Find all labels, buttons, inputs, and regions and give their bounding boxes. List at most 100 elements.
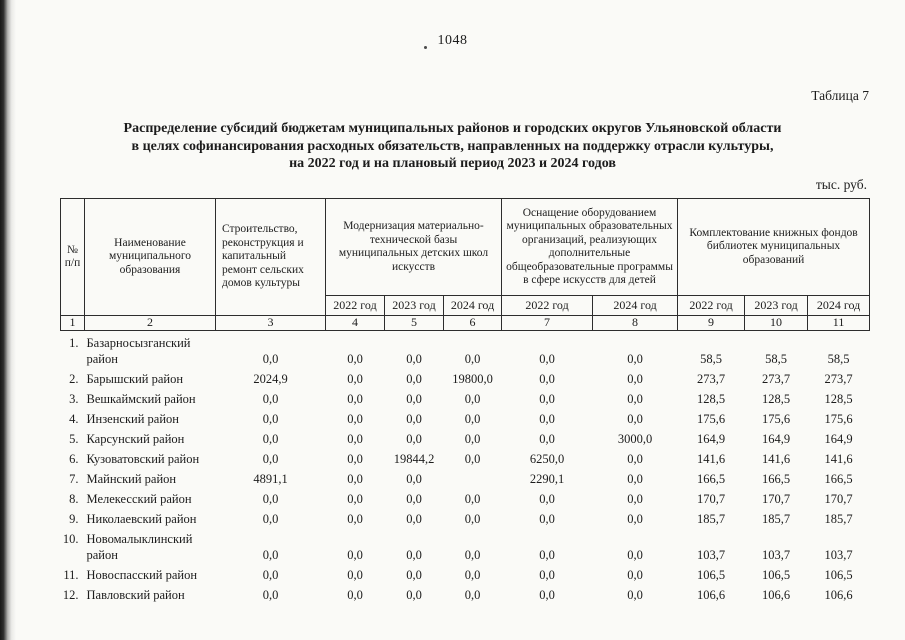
header-row-column-numbers: 1 2 3 4 5 6 7 8 9 10 11 xyxy=(60,315,871,331)
value-cell: 58,5 xyxy=(765,352,787,366)
value-cell: 0,0 xyxy=(627,352,643,366)
column-number: 5 xyxy=(384,315,444,331)
title-line-1: Распределение субсидий бюджетам муниципа… xyxy=(123,121,782,136)
value-cell: 2024,9 xyxy=(253,372,288,386)
value-cell: 0,0 xyxy=(406,492,422,506)
value-cell: 0,0 xyxy=(539,432,555,446)
value-cell: 106,5 xyxy=(696,568,726,582)
table-row: 4. Инзенский район 0,0 0,0 0,0 0,0 0,0 0,0 175,6… xyxy=(61,410,870,430)
value-cell: 0,0 xyxy=(627,412,643,426)
value-cell: 273,7 xyxy=(824,372,853,386)
value-cell: 273,7 xyxy=(696,372,726,386)
value-cell: 164,9 xyxy=(761,432,791,446)
value-cell: 170,7 xyxy=(761,492,791,506)
table-caption-label: Таблица 7 xyxy=(811,88,869,103)
row-number: 4. xyxy=(69,412,79,426)
value-cell: 0,0 xyxy=(406,412,422,426)
header-row-groups: № п/п Наименование муниципального образо… xyxy=(60,198,871,316)
units-label: тыс. руб. xyxy=(815,177,867,192)
value-cell: 0,0 xyxy=(406,548,422,562)
column-number: 3 xyxy=(215,315,326,331)
value-cell: 0,0 xyxy=(539,352,555,366)
value-cell: 0,0 xyxy=(464,568,481,582)
col-header-books: Комплектование книжных фондов библиотек … xyxy=(677,198,871,296)
value-cell: 0,0 xyxy=(627,372,643,386)
value-cell: 0,0 xyxy=(539,492,555,506)
header-row-years: 2022 год 2023 год 2024 год 2022 год 2024… xyxy=(61,295,871,316)
value-cell: 128,5 xyxy=(761,392,791,406)
value-cell: 175,6 xyxy=(761,412,791,426)
value-cell: 164,9 xyxy=(824,432,853,446)
value-cell: 0,0 xyxy=(406,352,422,366)
row-number: 8. xyxy=(69,492,79,506)
value-cell: 0,0 xyxy=(262,588,279,602)
value-cell: 106,6 xyxy=(696,588,726,602)
document-title: Распределение субсидий бюджетам муниципа… xyxy=(0,120,905,173)
value-cell: 0,0 xyxy=(627,568,643,582)
value-cell: 141,6 xyxy=(761,452,791,466)
table-row: 8. Мелекесский район 0,0 0,0 0,0 0,0 0,0 0,0 170… xyxy=(61,490,870,510)
column-number: 4 xyxy=(325,315,385,331)
value-cell: 19844,2 xyxy=(393,452,435,466)
value-cell: 185,7 xyxy=(824,512,853,526)
row-number: 5. xyxy=(69,432,79,446)
col-header-municipality: Наименование муниципального образования xyxy=(84,198,216,316)
value-cell: 0,0 xyxy=(406,588,422,602)
value-cell: 0,0 xyxy=(347,352,363,366)
value-cell: 0,0 xyxy=(262,568,279,582)
municipality-name: Инзенский район xyxy=(86,412,179,426)
value-cell: 0,0 xyxy=(539,588,555,602)
column-number: 10 xyxy=(744,315,809,331)
col-header-construction: Строительство, реконструкция и капитальн… xyxy=(215,198,326,316)
value-cell: 273,7 xyxy=(761,372,791,386)
value-cell: 0,0 xyxy=(262,392,279,406)
row-number: 6. xyxy=(69,452,79,466)
value-cell: 170,7 xyxy=(696,492,726,506)
value-cell: 106,6 xyxy=(824,588,853,602)
scan-artifact-dot xyxy=(424,46,427,49)
row-number: 12. xyxy=(62,588,79,602)
year-header: 2024 год xyxy=(807,295,871,316)
value-cell: 0,0 xyxy=(539,568,555,582)
year-header: 2022 год xyxy=(325,295,385,316)
value-cell: 0,0 xyxy=(347,392,363,406)
value-cell: 0,0 xyxy=(347,492,363,506)
subsidies-table-wrap: № п/п Наименование муниципального образо… xyxy=(60,198,871,606)
year-header: 2024 год xyxy=(592,295,679,316)
value-cell: 0,0 xyxy=(464,392,481,406)
municipality-name: Карсунский район xyxy=(86,432,185,446)
value-cell: 0,0 xyxy=(347,412,363,426)
page-number: 1048 xyxy=(437,33,468,48)
municipality-name: Новоспасский район xyxy=(86,568,198,582)
value-cell: 0,0 xyxy=(464,492,481,506)
table-row: 2. Барышский район 2024,9 0,0 0,0 19800,0 0,0 0… xyxy=(61,370,870,390)
year-header: 2022 год xyxy=(501,295,594,316)
municipality-name: Новомалыклинский район xyxy=(86,532,193,562)
value-cell: 170,7 xyxy=(824,492,853,506)
value-cell: 0,0 xyxy=(627,392,643,406)
value-cell: 166,5 xyxy=(696,472,726,486)
value-cell: 141,6 xyxy=(696,452,726,466)
value-cell: 128,5 xyxy=(824,392,853,406)
col-header-modernization: Модернизация материально-технической баз… xyxy=(324,198,503,296)
row-number: 9. xyxy=(69,512,79,526)
value-cell: 0,0 xyxy=(627,512,643,526)
table-row: 7. Майнский район 4891,1 0,0 0,0 2290,1 0,0 166… xyxy=(61,470,870,490)
municipality-name: Майнский район xyxy=(86,472,177,486)
value-cell: 106,5 xyxy=(761,568,791,582)
value-cell: 19800,0 xyxy=(452,372,493,386)
column-number: 11 xyxy=(807,315,871,331)
value-cell: 0,0 xyxy=(347,472,363,486)
value-cell: 0,0 xyxy=(464,432,481,446)
subsidies-table: № п/п Наименование муниципального образо… xyxy=(60,198,871,606)
table-row: 1. Базарносызганский район 0,0 0,0 0,0 0,0 0,0… xyxy=(61,331,870,371)
value-cell: 175,6 xyxy=(696,412,726,426)
value-cell: 0,0 xyxy=(262,492,279,506)
value-cell: 4891,1 xyxy=(253,472,288,486)
value-cell: 0,0 xyxy=(406,392,422,406)
table-row: 10. Новомалыклинский район 0,0 0,0 0,0 0,0 0,0… xyxy=(61,530,870,566)
title-line-2: в целях софинансирования расходных обяза… xyxy=(131,138,774,154)
table-header: № п/п Наименование муниципального образо… xyxy=(60,198,871,331)
municipality-name: Вешкаймский район xyxy=(86,392,196,406)
